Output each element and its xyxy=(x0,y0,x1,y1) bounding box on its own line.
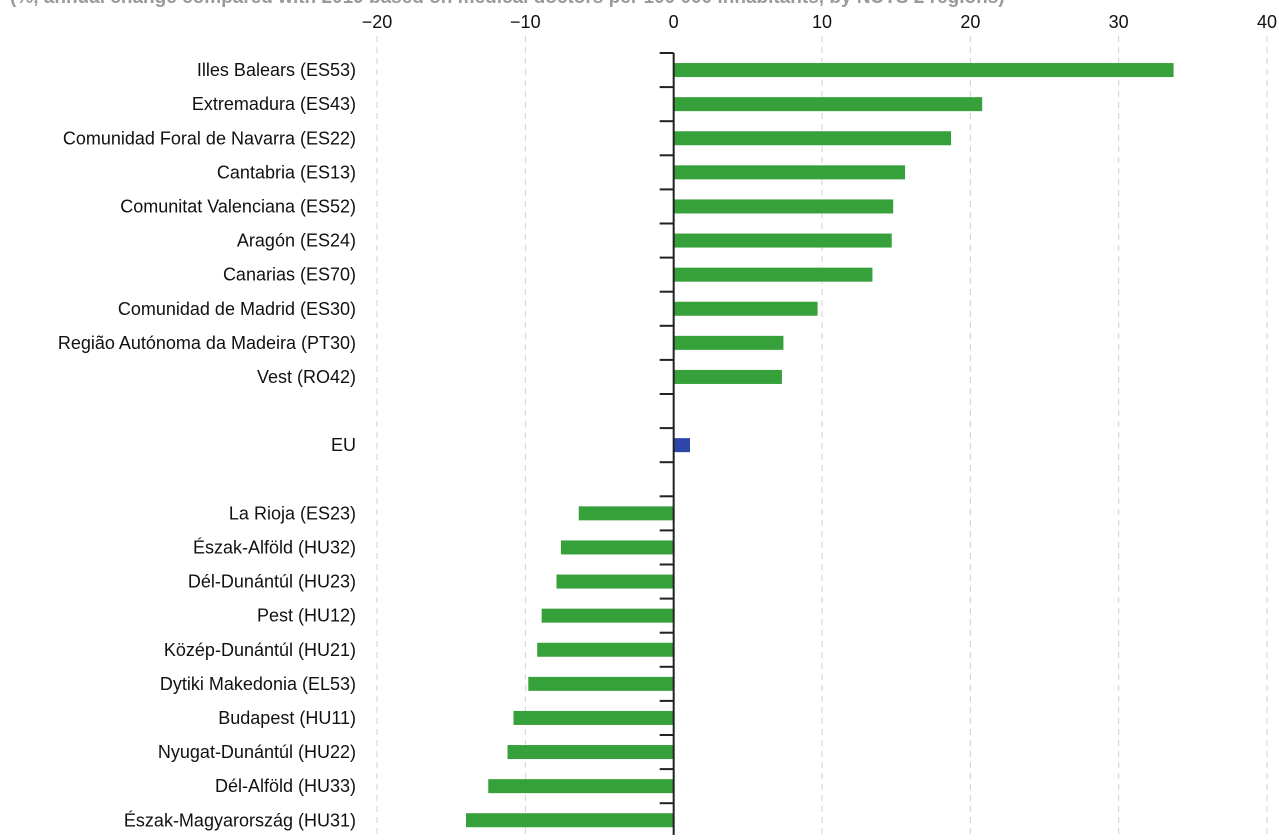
category-label: La Rioja (ES23) xyxy=(229,503,356,523)
x-tick-label: 40 xyxy=(1257,12,1277,32)
bar xyxy=(673,131,952,146)
category-label: Illes Balears (ES53) xyxy=(197,60,356,80)
bar xyxy=(537,642,674,657)
bar xyxy=(673,97,983,112)
bar xyxy=(673,233,892,248)
category-label: Közép-Dunántúl (HU21) xyxy=(164,640,356,660)
bar xyxy=(673,335,784,350)
category-label: Cantabria (ES13) xyxy=(217,162,356,182)
category-label: Aragón (ES24) xyxy=(237,231,356,251)
category-label: Região Autónoma da Madeira (PT30) xyxy=(58,333,356,353)
category-label: Comunitat Valenciana (ES52) xyxy=(120,196,356,216)
x-tick-label: 20 xyxy=(960,12,980,32)
bar xyxy=(488,779,674,794)
bar xyxy=(507,745,674,760)
x-tick-label: −10 xyxy=(510,12,541,32)
bar xyxy=(541,608,674,623)
bar xyxy=(673,165,906,180)
category-label: Canarias (ES70) xyxy=(223,265,356,285)
gridlines xyxy=(376,36,1268,840)
bar xyxy=(556,574,674,589)
x-tick-label: 0 xyxy=(669,12,679,32)
category-labels: Illes Balears (ES53) Extremadura (ES43) Co… xyxy=(58,60,356,830)
x-tick-label: 30 xyxy=(1109,12,1129,32)
bar xyxy=(673,267,873,282)
x-axis-tick-labels: −20 −10 0 10 20 30 40 xyxy=(362,12,1277,32)
category-label: Észak-Magyarország (HU31) xyxy=(124,810,356,830)
category-label: Extremadura (ES43) xyxy=(192,94,356,114)
x-tick-label: −20 xyxy=(362,12,393,32)
bar xyxy=(466,813,674,828)
bar xyxy=(673,63,1174,78)
x-tick-label: 10 xyxy=(812,12,832,32)
category-label: Vest (RO42) xyxy=(257,367,356,387)
category-label: Budapest (HU11) xyxy=(218,708,356,728)
category-label: Comunidad Foral de Navarra (ES22) xyxy=(63,128,356,148)
category-label: EU xyxy=(331,435,356,455)
bar-eu xyxy=(673,438,690,453)
category-label: Dél-Dunántúl (HU23) xyxy=(188,572,356,592)
bar xyxy=(673,369,782,384)
category-label: Dytiki Makedonia (EL53) xyxy=(160,674,356,694)
bar xyxy=(578,506,674,521)
category-label: Nyugat-Dunántúl (HU22) xyxy=(158,742,356,762)
category-label: Pest (HU12) xyxy=(257,606,356,626)
bar xyxy=(528,676,674,691)
category-label: Comunidad de Madrid (ES30) xyxy=(118,299,356,319)
category-label: Észak-Alföld (HU32) xyxy=(193,537,356,557)
bar xyxy=(513,710,674,725)
chart-subtitle: (%, annual change compared with 2019 bas… xyxy=(10,0,1005,9)
bar xyxy=(673,199,894,214)
zero-axis xyxy=(659,52,675,840)
bars xyxy=(466,63,1174,828)
category-label: Dél-Alföld (HU33) xyxy=(215,776,356,796)
bar xyxy=(673,301,818,316)
bar xyxy=(560,540,674,555)
